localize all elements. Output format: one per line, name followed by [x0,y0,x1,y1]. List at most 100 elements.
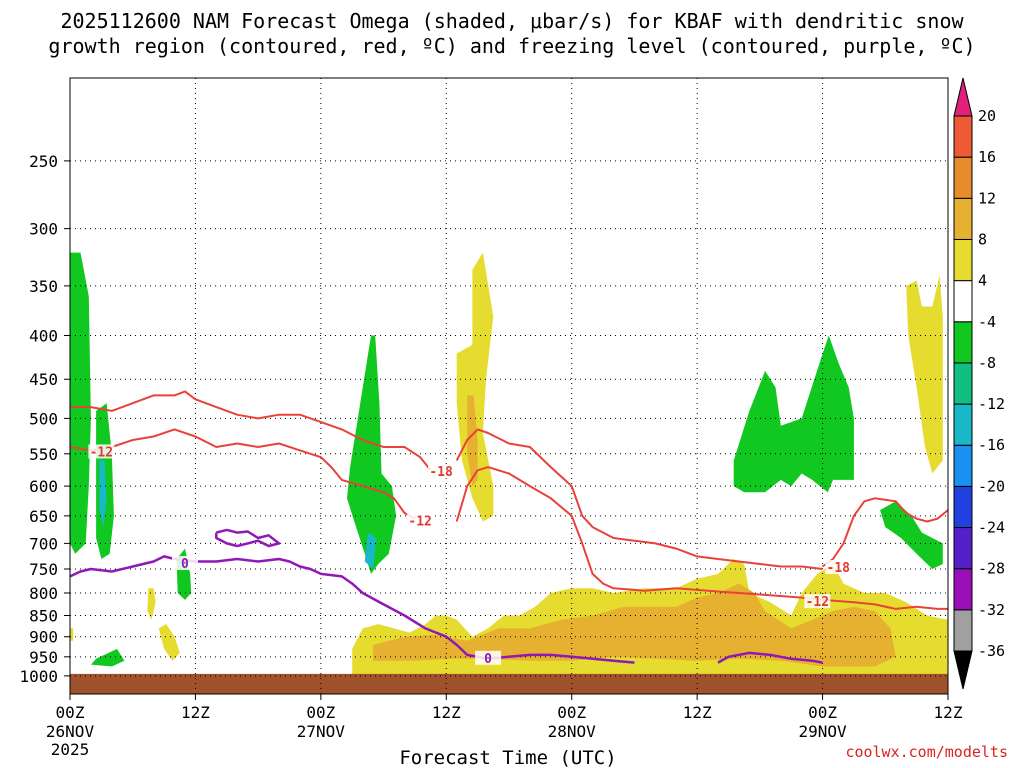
y-tick-label-600: 600 [29,477,58,496]
y-tick-label-400: 400 [29,326,58,345]
omega-region-7 [733,335,854,493]
omega-region-2 [99,460,107,528]
y-tick-label-650: 650 [29,507,58,526]
colorbar-label-4: -20 [978,477,1005,495]
colorbar-label-6: -12 [978,395,1005,413]
colorbar-label-3: -24 [978,519,1005,537]
y-tick-label-850: 850 [29,607,58,626]
chart-title-line-2: growth region (contoured, red, ºC) and f… [48,34,975,58]
colorbar-label-13: 20 [978,107,996,125]
colorbar-bin-4 [953,444,973,487]
freezing-contour-2 [717,651,823,664]
colorbar-bin-5 [953,403,973,446]
colorbar-label-1: -32 [978,601,1005,619]
contour-label-6: 0 [475,650,502,667]
svg-text:-12: -12 [408,515,431,530]
omega-region-5 [347,335,397,574]
omega-region-0 [70,252,91,554]
y-tick-label-450: 450 [29,370,58,389]
surface-terrain [70,673,948,694]
colorbar-label-12: 16 [978,148,996,166]
colorbar-bin-7 [953,321,973,364]
omega-region-16 [70,628,74,641]
colorbar-label-11: 12 [978,189,996,207]
x-tick-label-60: 12Z [683,703,712,722]
x-tick-label-48: 00Z [557,703,586,722]
y-tick-label-750: 750 [29,560,58,579]
x-tick-label-12: 12Z [181,703,210,722]
y-tick-label-550: 550 [29,445,58,464]
freezing-contour-0 [70,555,635,664]
colorbar-bin-9 [953,238,973,282]
y-tick-label-700: 700 [29,534,58,553]
contour-label-4: -12 [804,594,831,610]
dgz-contour-4 [822,497,948,568]
colorbar-bin-10 [953,197,973,240]
x-tick-date-72: 29NOV [798,722,847,741]
colorbar-label-9: 4 [978,272,987,290]
colorbar-label-8: -4 [978,313,996,331]
plot-area: -12 -18 -12 -18 -12 0 0 [69,77,949,695]
svg-text:-12: -12 [806,595,829,610]
x-tick-label-72: 00Z [808,703,837,722]
x-tick-label-36: 12Z [432,703,461,722]
omega-region-13 [373,583,896,667]
svg-text:-18: -18 [827,561,851,576]
colorbar-label-10: 8 [978,230,987,248]
colorbar: -36 -32 -28 -24 -20 -16 -12 -8 -4 4 8 12 16 20 [953,77,1005,690]
dgz-contour-0 [70,390,432,471]
y-tick-label-300: 300 [29,220,58,239]
omega-region-15 [158,624,180,661]
x-tick-date-24: 27NOV [297,722,346,741]
colorbar-bin-11 [953,156,973,199]
omega-region-8 [880,501,943,569]
y-tick-label-250: 250 [29,152,58,171]
y-tick-label-350: 350 [29,277,58,296]
contour-label-1: -18 [428,464,455,480]
contour-label-5: 0 [171,556,198,572]
x-axis-label: Forecast Time (UTC) [399,747,616,768]
freezing-contour-1 [215,528,281,548]
colorbar-bin-12 [953,115,973,158]
colorbar-bin-6 [953,362,973,405]
y-tick-label-500: 500 [29,409,58,428]
x-tick-year-0: 2025 [51,740,90,759]
svg-text:-18: -18 [429,465,453,480]
omega-region-4 [90,648,125,667]
omega-region-11 [906,275,943,474]
svg-text:0: 0 [181,557,189,572]
x-tick-label-24: 00Z [306,703,335,722]
contour-label-2: -12 [407,513,434,530]
contour-label-0: -12 [88,444,115,460]
dgz-contour-2 [455,428,823,570]
x-tick-date-48: 28NOV [548,722,597,741]
x-tick-label-0: 00Z [56,703,85,722]
y-tick-label-800: 800 [29,584,58,603]
omega-region-14 [147,588,156,620]
dgz-contour-1 [70,428,416,520]
svg-text:-12: -12 [90,445,113,460]
colorbar-label-0: -36 [978,642,1005,660]
x-tick-label-84: 12Z [934,703,963,722]
colorbar-label-7: -8 [978,354,996,372]
colorbar-bin-2 [953,527,973,570]
y-tick-labels: 250 300 350 400 450 500 550 600 650 700 750 800 850 9… [19,152,70,686]
omega-region-6 [364,532,377,569]
colorbar-bin-1 [953,568,973,611]
plot-inner: -12 -18 -12 -18 -12 0 0 [70,78,948,694]
contour-label-3: -18 [825,560,852,576]
y-tick-label-950: 950 [29,648,58,667]
y-tick-label-1000: 1000 [19,667,58,686]
credit-text: coolwx.com/modelts [845,743,1008,761]
x-tick-date-0: 26NOV [46,722,95,741]
colorbar-bottom-arrow [953,650,973,690]
y-tick-label-900: 900 [29,628,58,647]
colorbar-label-5: -16 [978,436,1005,454]
svg-text:0: 0 [484,652,492,667]
dgz-contour-3 [455,466,948,610]
colorbar-bin-8 [953,280,973,323]
colorbar-bin-3 [953,485,973,529]
colorbar-label-2: -28 [978,560,1005,578]
